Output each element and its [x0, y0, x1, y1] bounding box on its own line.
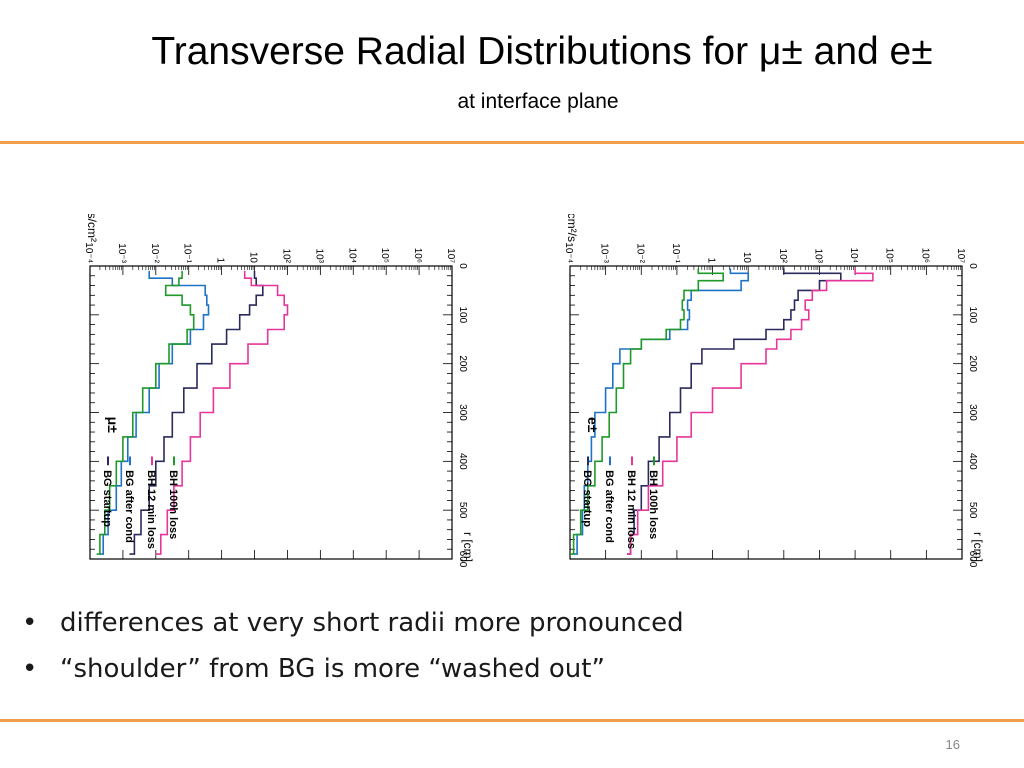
slide-title: Transverse Radial Distributions for μ± a…: [151, 30, 933, 73]
x-tick-label: 300: [967, 404, 978, 421]
series-line: [627, 268, 874, 555]
x-tick-label: 500: [457, 502, 468, 519]
bullet-dot: •: [22, 654, 38, 684]
bullet-item: • differences at very short radii more pr…: [22, 600, 684, 646]
y-tick-label: 10²: [280, 249, 291, 264]
y-tick-label: 10⁶: [412, 248, 423, 263]
page-number: 16: [945, 737, 960, 752]
y-tick-label: 10⁶: [919, 248, 930, 263]
legend-label: BG after cond: [123, 470, 135, 543]
x-tick-label: 200: [967, 355, 978, 372]
legend-label: BH 12 min loss: [625, 470, 637, 549]
y-tick-label: 10⁵: [379, 248, 390, 263]
x-tick-label: 0: [967, 263, 978, 269]
x-tick-label: 100: [967, 306, 978, 323]
series-line: [129, 270, 264, 555]
x-tick-label: 400: [457, 453, 468, 470]
legend-label: BH 12 min loss: [145, 470, 157, 549]
x-tick-label: 0: [457, 263, 468, 269]
series-line: [570, 268, 724, 555]
legend-label: BG after cond: [603, 470, 615, 543]
y-tick-label: 10⁻³: [116, 243, 127, 263]
bullet-text: differences at very short radii more pro…: [60, 608, 684, 638]
x-tick-label: 400: [967, 453, 978, 470]
bullet-list: • differences at very short radii more pr…: [22, 600, 684, 692]
bullet-text: “shoulder” from BG is more “washed out”: [60, 654, 605, 684]
x-axis-label: r [cm]: [461, 532, 475, 562]
legend-label: BH 100h loss: [167, 470, 179, 539]
bullet-item: • “shoulder” from BG is more “washed out”: [22, 646, 684, 692]
particle-label: e±: [585, 417, 601, 433]
legend-label: BG startup: [101, 470, 113, 527]
x-tick-label: 200: [457, 355, 468, 372]
y-tick-label: 10: [741, 252, 752, 264]
x-tick-label: 100: [457, 306, 468, 323]
y-tick-label: 10⁴: [848, 248, 859, 263]
x-tick-label: 600: [967, 551, 978, 568]
series-line: [573, 268, 749, 555]
y-tick-label: 1: [706, 257, 717, 263]
bullet-dot: •: [22, 608, 38, 638]
y-tick-label: 10⁻⁴: [563, 242, 574, 263]
slide-subtitle: at interface plane: [457, 90, 619, 113]
y-tick-label: 10³: [812, 249, 823, 264]
y-axis-label: particles/cm²/s: [565, 214, 579, 242]
mu-radial-plot: 0 100 200 300 400 500 600 10⁻⁴ 10⁻³ 10⁻² 10⁻¹ 1 10 10…: [83, 214, 475, 568]
y-tick-label: 10⁷: [445, 248, 456, 263]
y-tick-label: 10⁻³: [599, 243, 610, 263]
x-tick-label: 500: [967, 502, 978, 519]
x-axis-label: r [cm]: [971, 532, 985, 562]
legend-label: BG startup: [581, 470, 593, 527]
y-tick-label: 1: [215, 257, 226, 263]
bottom-divider: [0, 719, 1024, 722]
y-tick-label: 10⁻⁴: [83, 242, 94, 263]
y-tick-label: 10⁴: [346, 248, 357, 263]
top-divider: [0, 141, 1024, 144]
y-tick-label: 10³: [313, 249, 324, 264]
y-tick-label: 10²: [777, 249, 788, 264]
particle-label: μ±: [105, 417, 121, 434]
x-tick-label: 300: [457, 404, 468, 421]
y-tick-label: 10: [248, 252, 259, 264]
x-tick-label: 600: [457, 551, 468, 568]
legend-label: BH 100h loss: [647, 470, 659, 539]
series-line: [627, 268, 842, 555]
series-line: [155, 270, 289, 555]
y-tick-label: 10⁻²: [634, 243, 645, 263]
y-tick-label: 10⁻¹: [670, 243, 681, 263]
series-line: [96, 270, 195, 555]
y-tick-label: 10⁻²: [149, 243, 160, 263]
y-tick-label: 10⁵: [884, 248, 895, 263]
y-tick-label: 10⁻¹: [182, 243, 193, 263]
y-tick-label: 10⁷: [955, 248, 966, 263]
y-axis-label: particles/cm²: [85, 214, 99, 242]
e-radial-plot: 0 100 200 300 400 500 600 10⁻⁴ 10⁻³ 10⁻² 10⁻¹ 1 10 10…: [563, 214, 985, 568]
